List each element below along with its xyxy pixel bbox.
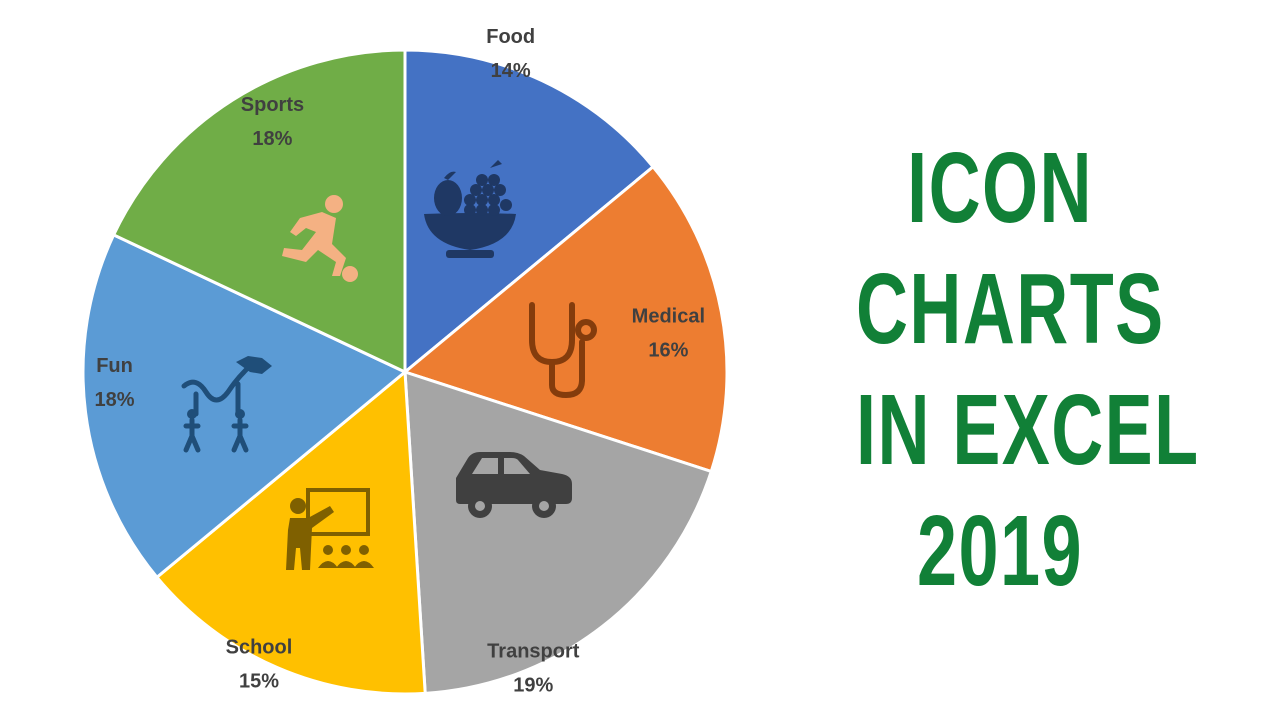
slice-percent-fun: 18%: [95, 389, 135, 411]
slice-label-sports: Sports: [241, 94, 304, 116]
pie-slice-sports: [111, 48, 407, 375]
pie-chart: Food 14% Medical 16% Transport 19% School 15% Fu…: [81, 26, 729, 696]
slice-percent-medical: 16%: [648, 340, 688, 362]
slice-label-transport: Transport: [487, 640, 580, 662]
slice-percent-sports: 18%: [252, 128, 292, 150]
slice-label-medical: Medical: [632, 306, 705, 328]
pie-slice-food: [403, 48, 656, 376]
slice-label-fun: Fun: [96, 355, 133, 377]
stethoscope-icon: [529, 302, 597, 399]
slice-percent-transport: 19%: [513, 674, 553, 696]
headline-line-2: CHARTS: [856, 253, 1165, 365]
teacher-classroom-icon: [286, 488, 374, 570]
headline-line-1: ICON: [907, 132, 1093, 244]
slice-label-school: School: [226, 636, 293, 658]
headline-line-4: 2019: [917, 495, 1083, 607]
soccer-player-icon: [282, 195, 358, 282]
fruit-bowl-icon: [424, 160, 516, 258]
car-icon: [456, 452, 572, 518]
dragon-dance-icon: [181, 356, 272, 453]
slice-percent-school: 15%: [239, 670, 279, 692]
headline: ICON CHARTS IN EXCEL 2019: [856, 128, 1200, 612]
pie-slice-fun: [81, 232, 408, 580]
headline-line-3: IN EXCEL: [856, 374, 1200, 486]
slice-percent-food: 14%: [491, 60, 531, 82]
slice-label-food: Food: [486, 26, 535, 48]
pie-slice-medical: [401, 164, 729, 474]
pie-slices: [81, 48, 729, 696]
